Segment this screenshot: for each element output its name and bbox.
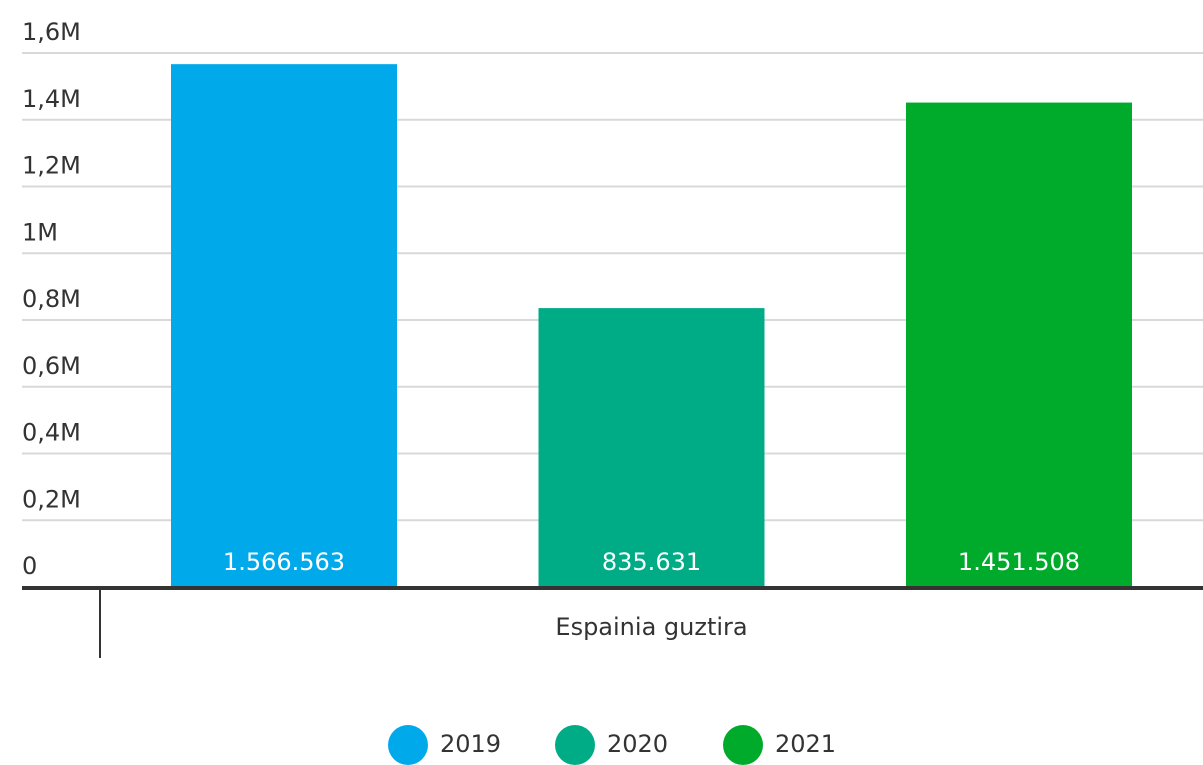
y-tick-label: 0 (22, 552, 37, 580)
value-label: 1.566.563 (223, 548, 345, 576)
y-tick-label: 0,8M (22, 285, 81, 313)
x-tick-label: Espainia guztira (555, 613, 747, 641)
legend-label: 2020 (607, 730, 668, 758)
y-tick-label: 0,2M (22, 485, 81, 513)
bar (171, 64, 397, 587)
value-label: 1.451.508 (958, 548, 1080, 576)
y-tick-label: 1,4M (22, 85, 81, 113)
y-tick-label: 1M (22, 218, 58, 246)
y-tick-label: 0,6M (22, 352, 81, 380)
legend-label: 2019 (440, 730, 501, 758)
legend-label: 2021 (775, 730, 836, 758)
y-tick-label: 1,2M (22, 152, 81, 180)
legend-swatch (555, 725, 595, 765)
legend-swatch (723, 725, 763, 765)
y-tick-label: 0,4M (22, 419, 81, 447)
y-tick-label: 1,6M (22, 18, 81, 46)
legend-swatch (388, 725, 428, 765)
bar (538, 308, 765, 587)
bar (906, 102, 1132, 587)
value-label: 835.631 (602, 548, 701, 576)
